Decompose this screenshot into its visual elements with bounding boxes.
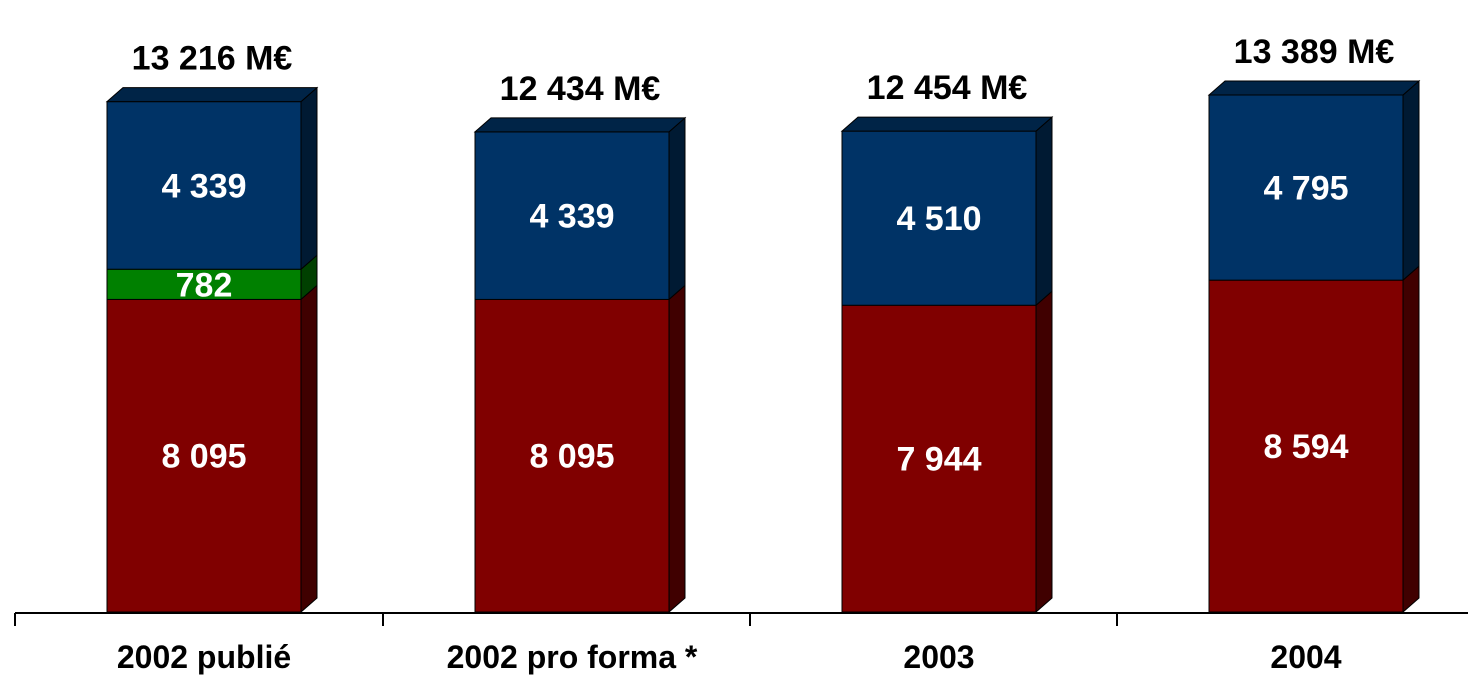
bar-stack-1: 8 095 4 339 12 434 M€ 2002 pro forma * xyxy=(447,70,698,675)
category-label: 2003 xyxy=(903,639,974,675)
segment-value-label: 4 339 xyxy=(529,198,614,236)
bar-top-face xyxy=(840,116,1054,132)
bar-stack-2: 7 944 4 510 12 454 M€ 2003 xyxy=(840,69,1054,675)
bar-top-face xyxy=(473,117,687,133)
category-label: 2002 pro forma * xyxy=(447,639,698,675)
bar-segment-side xyxy=(1402,265,1420,614)
bar-segment-side xyxy=(668,116,686,301)
bars-group: 8 095 782 4 339 13 216 M€ 2002 publié 8 095 4 … xyxy=(105,33,1421,675)
bar-segment xyxy=(474,298,670,613)
bar-stack-3: 8 594 4 795 13 389 M€ 2004 xyxy=(1207,33,1421,675)
segment-value-label: 8 095 xyxy=(529,438,614,476)
category-label: 2002 publié xyxy=(117,639,291,675)
bar-segment xyxy=(841,130,1037,306)
segment-value-label: 4 339 xyxy=(161,167,246,205)
bar-segment-side xyxy=(1402,79,1420,282)
bar-segment xyxy=(1208,279,1404,613)
bar-segment-side xyxy=(300,86,318,271)
segment-value-label: 4 795 xyxy=(1263,170,1348,208)
bar-segment-side xyxy=(1035,290,1053,614)
total-value-label: 13 216 M€ xyxy=(132,40,293,78)
total-value-label: 12 434 M€ xyxy=(500,70,661,108)
segment-value-label: 8 095 xyxy=(161,438,246,476)
segment-value-label: 782 xyxy=(176,266,233,304)
segment-value-label: 8 594 xyxy=(1263,428,1348,466)
bar-top-face xyxy=(1207,80,1421,96)
bar-segment-side xyxy=(668,284,686,614)
total-value-label: 13 389 M€ xyxy=(1234,33,1395,71)
bar-segment xyxy=(841,304,1037,613)
category-label: 2004 xyxy=(1270,639,1341,675)
bar-segment-side xyxy=(1035,116,1053,307)
bar-segment xyxy=(106,268,302,300)
bar-segment-side xyxy=(300,284,318,614)
bar-segment xyxy=(106,298,302,613)
segment-value-label: 7 944 xyxy=(896,441,981,479)
bar-segment xyxy=(1208,94,1404,281)
segment-value-label: 4 510 xyxy=(896,200,981,238)
total-value-label: 12 454 M€ xyxy=(867,69,1028,107)
bar-segment xyxy=(106,101,302,270)
bar-stack-0: 8 095 782 4 339 13 216 M€ 2002 publié xyxy=(105,40,319,675)
bar-top-face xyxy=(105,87,319,103)
bar-segment xyxy=(474,131,670,300)
